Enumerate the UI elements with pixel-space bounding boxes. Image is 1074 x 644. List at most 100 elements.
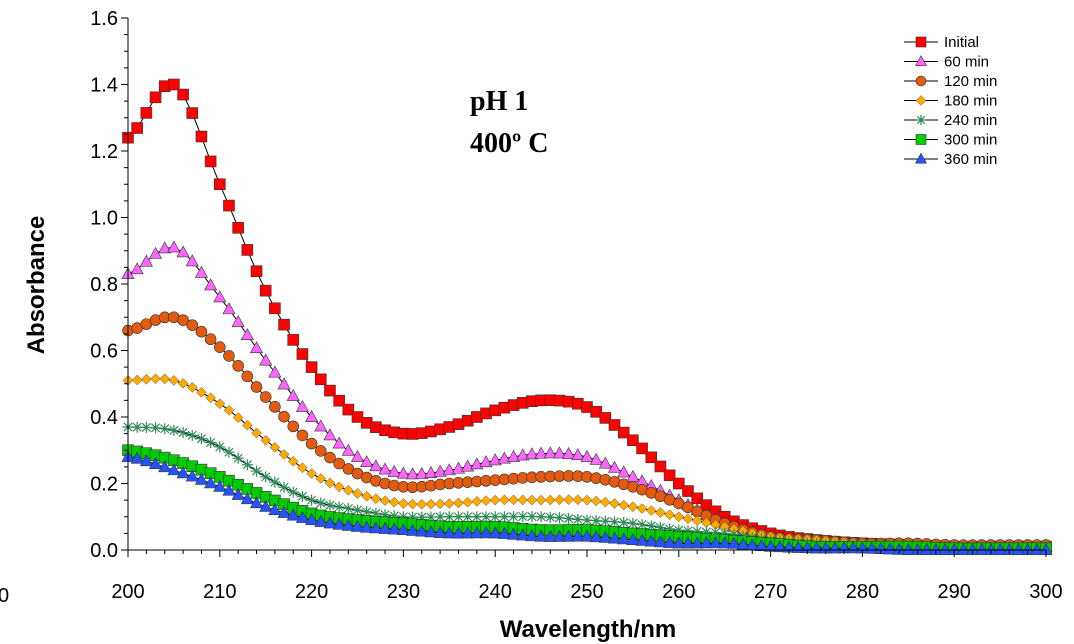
data-point xyxy=(534,529,548,542)
legend-marker xyxy=(915,75,927,87)
data-point xyxy=(691,525,703,537)
legend-label: Initial xyxy=(944,34,979,51)
data-point xyxy=(415,467,429,479)
data-point xyxy=(543,529,557,542)
data-point xyxy=(360,455,374,468)
data-point xyxy=(168,375,180,386)
data-point xyxy=(196,387,207,398)
data-point xyxy=(682,485,694,497)
data-point xyxy=(525,529,539,542)
data-point xyxy=(433,525,447,538)
data-point xyxy=(352,488,363,499)
data-point xyxy=(241,459,253,471)
data-point xyxy=(159,423,171,435)
data-point xyxy=(205,392,216,404)
data-point xyxy=(425,498,437,510)
y-tick-label: 1.0 xyxy=(90,208,118,230)
data-point xyxy=(242,419,253,431)
data-point xyxy=(617,465,631,478)
data-point xyxy=(177,88,189,101)
data-point xyxy=(139,254,153,267)
data-point xyxy=(654,521,666,533)
data-point xyxy=(241,370,254,383)
data-point xyxy=(543,446,557,459)
data-point xyxy=(488,526,502,539)
data-point xyxy=(140,107,153,119)
data-point xyxy=(544,511,556,523)
data-point xyxy=(332,436,346,449)
data-point xyxy=(388,510,400,522)
data-point xyxy=(589,452,603,465)
data-point xyxy=(552,446,567,459)
data-point xyxy=(333,481,345,493)
data-point xyxy=(682,525,694,537)
data-point xyxy=(332,517,346,530)
data-point xyxy=(497,451,511,464)
data-point xyxy=(535,511,547,523)
data-point xyxy=(517,511,529,523)
data-point xyxy=(883,542,897,555)
legend-label: 240 min xyxy=(944,112,997,129)
data-point xyxy=(333,501,345,513)
data-point xyxy=(352,504,363,516)
data-point xyxy=(204,155,217,168)
data-point xyxy=(581,514,593,526)
data-point xyxy=(599,412,612,424)
data-point xyxy=(424,466,438,478)
data-point xyxy=(700,526,712,538)
series-layer xyxy=(121,78,1053,555)
data-point xyxy=(223,350,235,362)
data-point xyxy=(609,516,621,528)
data-point xyxy=(159,373,171,385)
data-point xyxy=(341,518,355,531)
data-point xyxy=(295,399,309,412)
data-point xyxy=(314,514,328,527)
y-tick-label: 0.0 xyxy=(90,540,118,562)
data-point xyxy=(462,496,473,508)
data-point xyxy=(636,442,648,455)
x-tick-label: 260 xyxy=(662,581,695,603)
data-point xyxy=(387,464,401,477)
data-point xyxy=(434,511,446,523)
data-point xyxy=(645,520,657,532)
x-tick-label: 250 xyxy=(570,581,603,603)
data-point xyxy=(177,314,189,326)
data-point xyxy=(241,244,254,256)
data-point xyxy=(617,426,630,439)
data-point xyxy=(525,447,539,460)
data-point xyxy=(480,495,492,506)
data-point xyxy=(571,529,585,542)
data-point xyxy=(754,539,768,552)
data-point xyxy=(150,373,161,385)
data-point xyxy=(471,496,483,507)
data-point xyxy=(278,410,290,423)
data-point xyxy=(223,199,235,212)
data-point xyxy=(581,494,593,506)
data-point xyxy=(222,302,236,315)
legend-label: 300 min xyxy=(944,132,997,149)
data-point xyxy=(185,469,199,482)
data-point xyxy=(370,507,382,519)
legend-marker xyxy=(914,152,928,164)
legend-label: 60 min xyxy=(944,54,989,71)
data-point xyxy=(176,466,190,479)
data-point xyxy=(231,314,245,327)
data-point xyxy=(269,401,281,413)
data-point xyxy=(672,477,685,490)
data-point xyxy=(498,511,510,523)
data-point xyxy=(214,341,226,353)
data-point xyxy=(489,494,501,506)
data-point xyxy=(214,441,226,453)
y-tick-label: 0.6 xyxy=(90,341,118,363)
data-point xyxy=(451,526,466,539)
data-point xyxy=(287,334,300,346)
data-point xyxy=(627,517,639,529)
data-point xyxy=(287,456,299,467)
data-point xyxy=(499,494,510,506)
data-point xyxy=(306,494,318,506)
data-point xyxy=(929,543,943,555)
data-point xyxy=(396,523,410,536)
data-point xyxy=(618,517,630,529)
data-point xyxy=(360,520,374,533)
data-point xyxy=(488,453,502,466)
